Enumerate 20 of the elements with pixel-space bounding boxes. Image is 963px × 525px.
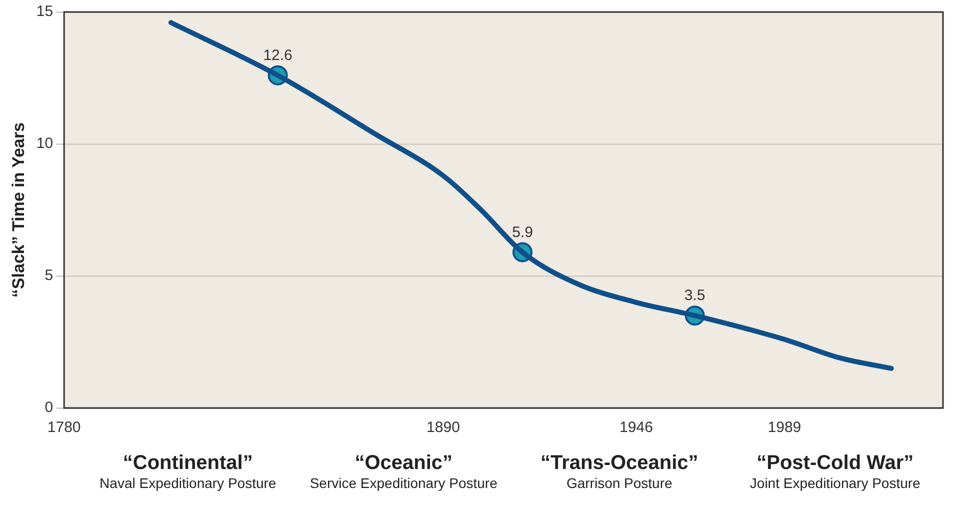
x-tick-label: 1946 — [620, 419, 653, 436]
text: Joint Expeditionary Posture — [748, 475, 922, 491]
text: Service Expeditionary Posture — [308, 475, 498, 491]
text: “Post-Cold War” — [756, 452, 915, 475]
y-tick-label: 10 — [36, 135, 54, 152]
y-tick-label: 15 — [36, 3, 54, 20]
text: Naval Expeditionary Posture — [98, 475, 278, 491]
text: “Oceanic” — [354, 452, 454, 475]
y-tick-label: 0 — [44, 399, 54, 416]
text: Garrison Posture — [565, 475, 674, 491]
data-label: 3.5 — [684, 287, 706, 304]
x-tick-label: 1780 — [47, 419, 81, 436]
data-label: 12.6 — [263, 47, 292, 64]
y-axis-title: “Slack” Time in Years — [8, 122, 28, 298]
data-label: 5.9 — [512, 224, 533, 241]
text: “Trans-Oceanic” — [539, 452, 700, 475]
x-tick-label: 1989 — [768, 419, 802, 436]
y-tick-label: 5 — [44, 267, 54, 284]
x-tick-label: 1890 — [426, 419, 460, 436]
text: “Continental” — [122, 452, 254, 475]
